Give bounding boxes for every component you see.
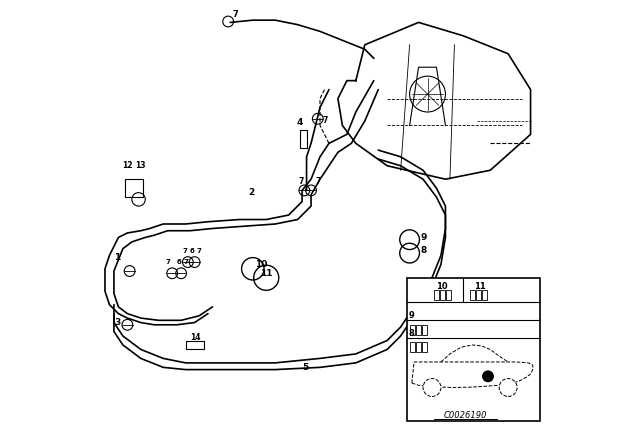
Text: 10: 10 — [436, 282, 448, 291]
Text: 12: 12 — [122, 161, 132, 170]
Text: 11: 11 — [260, 269, 273, 278]
Text: 2: 2 — [248, 188, 255, 197]
Text: 8: 8 — [408, 329, 414, 338]
Text: 4: 4 — [297, 118, 303, 127]
Text: C0026190: C0026190 — [444, 411, 487, 420]
Text: 7: 7 — [197, 248, 202, 254]
Text: 7: 7 — [323, 116, 328, 125]
Text: 7: 7 — [316, 177, 321, 185]
Bar — [125, 179, 143, 197]
Bar — [300, 130, 307, 148]
Text: 7: 7 — [298, 177, 304, 185]
Bar — [407, 278, 540, 421]
Text: 3: 3 — [114, 318, 120, 327]
Circle shape — [499, 379, 517, 396]
Bar — [415, 342, 420, 352]
Bar — [186, 341, 204, 349]
Bar — [482, 290, 487, 300]
Text: 6: 6 — [189, 248, 194, 254]
Text: 1: 1 — [114, 253, 120, 262]
Bar — [435, 290, 439, 300]
Text: 7: 7 — [182, 248, 188, 254]
Text: 5: 5 — [302, 362, 308, 371]
Text: 8: 8 — [421, 246, 427, 255]
Circle shape — [483, 371, 493, 382]
Text: 10: 10 — [255, 259, 268, 268]
Text: 13: 13 — [136, 161, 146, 170]
Bar — [440, 290, 445, 300]
Text: 6: 6 — [177, 259, 181, 265]
Bar — [422, 342, 427, 352]
Text: 9: 9 — [408, 311, 414, 320]
Text: 7: 7 — [233, 10, 238, 19]
Bar — [410, 342, 415, 352]
Text: 14: 14 — [190, 333, 200, 342]
Bar — [446, 290, 451, 300]
Circle shape — [423, 379, 441, 396]
Text: 11: 11 — [474, 282, 485, 291]
Bar — [476, 290, 481, 300]
Bar — [470, 290, 475, 300]
Bar — [422, 325, 427, 335]
Text: 7: 7 — [184, 259, 188, 265]
Text: 7: 7 — [165, 259, 170, 265]
Text: 9: 9 — [421, 233, 427, 241]
Bar — [415, 325, 420, 335]
Bar — [410, 325, 415, 335]
